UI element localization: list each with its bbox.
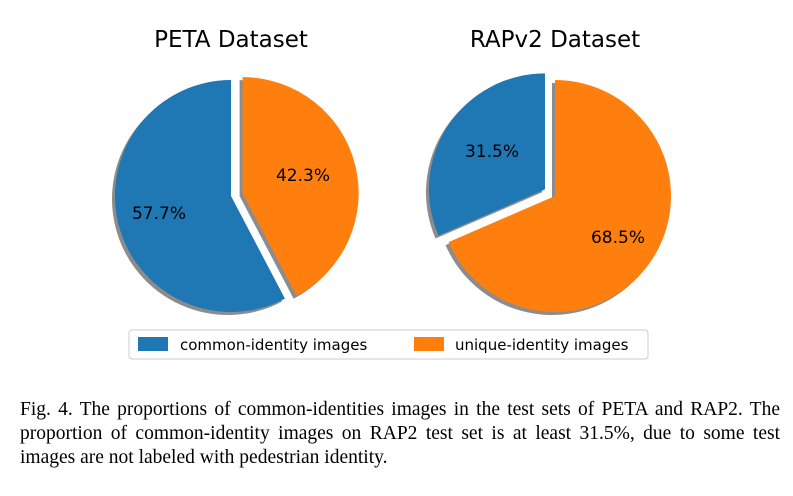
rapv2-common-identity-slice [428, 73, 545, 236]
legend: common-identity images unique-identity i… [128, 329, 649, 360]
rapv2-unique-identity-slice [448, 80, 671, 312]
rapv2-unique-percent-label: 68.5% [591, 228, 645, 248]
legend-label-unique: unique-identity images [455, 336, 629, 354]
rapv2-slices [425, 73, 671, 315]
legend-swatch-unique [414, 337, 444, 351]
peta-pie-chart: PETA Dataset 57.7% 42.3% [111, 27, 359, 315]
peta-unique-identity-slice [242, 77, 359, 296]
legend-frame [128, 329, 649, 360]
legend-label-common: common-identity images [180, 336, 367, 354]
peta-common-percent-label: 57.7% [132, 204, 186, 224]
peta-unique-percent-label: 42.3% [276, 166, 330, 186]
peta-chart-title: PETA Dataset [154, 27, 308, 53]
legend-swatch-common [138, 337, 168, 351]
peta-slices [111, 77, 359, 315]
rapv2-pie-chart: RAPv2 Dataset 31.5% 68.5% [425, 27, 671, 315]
rapv2-chart-title: RAPv2 Dataset [470, 27, 640, 53]
rapv2-common-percent-label: 31.5% [465, 142, 519, 162]
peta-common-identity-slice [114, 80, 285, 312]
figure-caption: Fig. 4. The proportions of common-identi… [20, 399, 780, 468]
figure: PETA Dataset 57.7% 42.3% RAPv2 Dataset 3… [111, 27, 671, 360]
pie-charts-svg: PETA Dataset 57.7% 42.3% RAPv2 Dataset 3… [111, 27, 671, 360]
